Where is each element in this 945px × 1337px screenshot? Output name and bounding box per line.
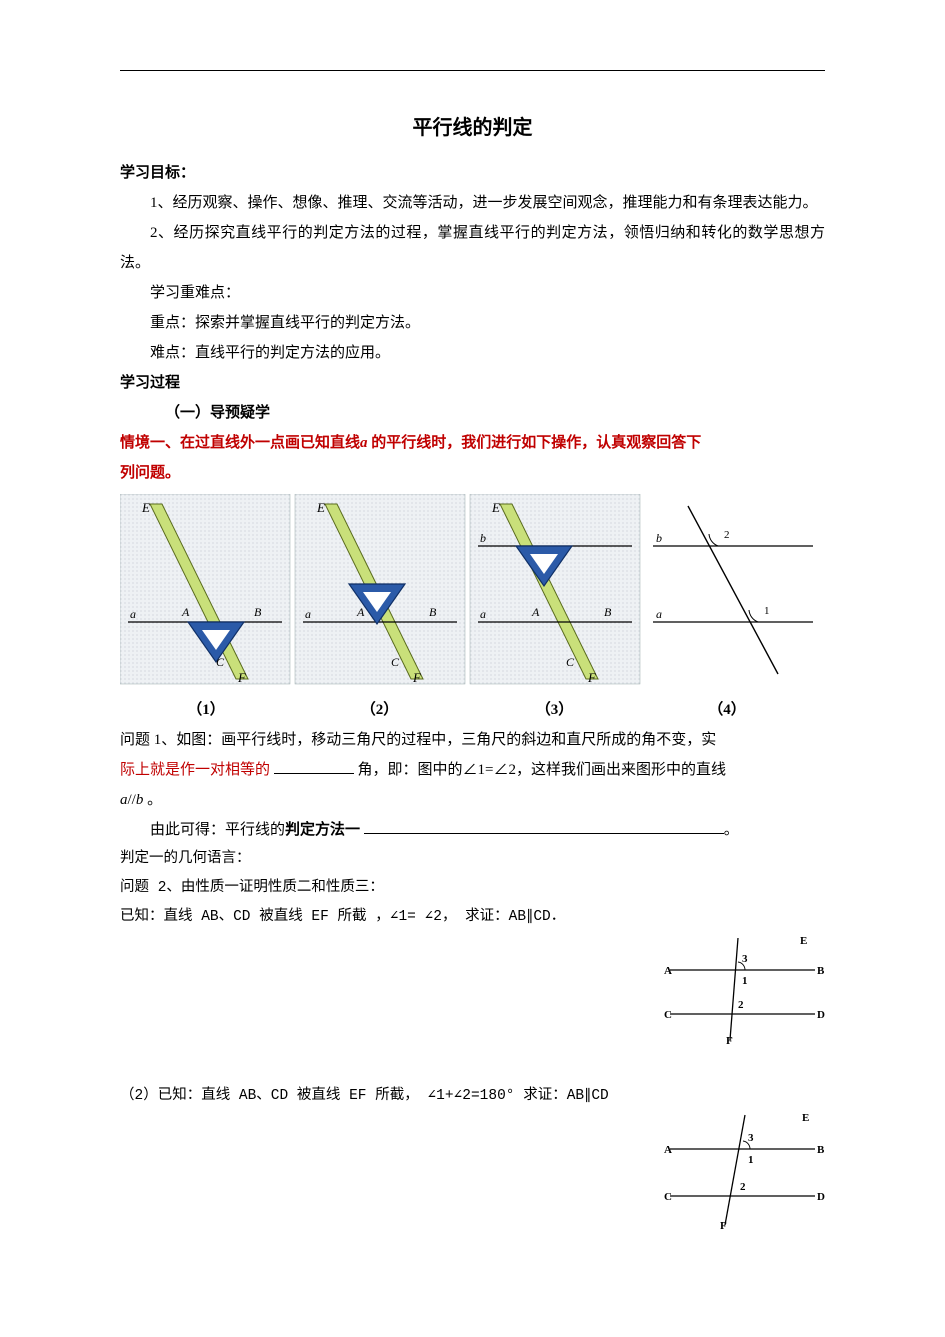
q1-line1: 问题 1、如图：画平行线时，移动三角尺的过程中，三角尺的斜边和直尺所成的角不变，… bbox=[120, 725, 825, 755]
svg-text:D: D bbox=[817, 1009, 825, 1021]
svg-text:B: B bbox=[254, 605, 262, 619]
svg-text:E: E bbox=[316, 500, 325, 515]
small-diagram-1: E A B C D F 3 1 2 bbox=[660, 932, 825, 1052]
svg-text:1: 1 bbox=[742, 975, 748, 987]
small-diagram-2: E A B C D F 3 1 2 bbox=[660, 1111, 825, 1236]
focus-diff: 难点：直线平行的判定方法的应用。 bbox=[120, 338, 825, 368]
given2: （2）已知：直线 AB、CD 被直线 EF 所截， ∠1+∠2=180° 求证：… bbox=[120, 1082, 825, 1111]
svg-text:F: F bbox=[412, 670, 422, 685]
svg-text:D: D bbox=[817, 1191, 825, 1203]
q1-l3-a: a bbox=[120, 792, 128, 808]
svg-text:2: 2 bbox=[724, 529, 730, 541]
q2: 问题 2、由性质一证明性质二和性质三： bbox=[120, 874, 825, 903]
svg-text:A: A bbox=[664, 965, 672, 977]
svg-text:1: 1 bbox=[764, 605, 770, 617]
objectives-heading: 学习目标： bbox=[120, 158, 825, 188]
q1-line2b: 角，即：图中的∠1=∠2，这样我们画出来图形中的直线 bbox=[358, 762, 726, 778]
svg-text:b: b bbox=[480, 531, 486, 545]
svg-text:F: F bbox=[726, 1035, 733, 1047]
svg-text:C: C bbox=[664, 1009, 672, 1021]
caption-4: （4） bbox=[642, 698, 812, 719]
q1-l3-b: // bbox=[128, 792, 136, 808]
svg-text:a: a bbox=[130, 607, 136, 621]
scenario-suffix1: 的平行线时，我们进行如下操作，认真观察回答下 bbox=[368, 435, 702, 451]
blank-1[interactable] bbox=[274, 758, 354, 774]
svg-text:a: a bbox=[480, 607, 486, 621]
svg-text:2: 2 bbox=[738, 999, 744, 1011]
q1-l3-d: 。 bbox=[143, 792, 162, 808]
svg-text:C: C bbox=[391, 655, 400, 669]
top-rule bbox=[120, 70, 825, 71]
objective-1: 1、经历观察、操作、想像、推理、交流等活动，进一步发展空间观念，推理能力和有条理… bbox=[120, 188, 825, 218]
conclude-b: 判定方法一 bbox=[285, 822, 360, 838]
section1-title: （一）导预疑学 bbox=[120, 398, 825, 428]
q1-line2a: 际上就是作一对相等的 bbox=[120, 762, 270, 778]
caption-3: （3） bbox=[467, 698, 642, 719]
figure-row: E F a A B C E F bbox=[120, 494, 820, 694]
svg-text:C: C bbox=[664, 1191, 672, 1203]
svg-text:B: B bbox=[429, 605, 437, 619]
svg-text:E: E bbox=[802, 1112, 809, 1124]
svg-text:b: b bbox=[656, 531, 662, 545]
scenario-a: a bbox=[360, 435, 368, 451]
svg-text:a: a bbox=[305, 607, 311, 621]
svg-text:A: A bbox=[181, 605, 190, 619]
svg-text:A: A bbox=[531, 605, 540, 619]
objective-2: 2、经历探究直线平行的判定方法的过程，掌握直线平行的判定方法，领悟归纳和转化的数… bbox=[120, 218, 825, 278]
focus-key: 重点：探索并掌握直线平行的判定方法。 bbox=[120, 308, 825, 338]
given1: 已知：直线 AB、CD 被直线 EF 所截 ，∠1= ∠2， 求证：AB∥CD． bbox=[120, 903, 825, 932]
svg-text:F: F bbox=[237, 670, 247, 685]
svg-text:B: B bbox=[817, 965, 825, 977]
caption-row: （1） （2） （3） （4） bbox=[120, 698, 820, 719]
parallel-construction-figure: E F a A B C E F bbox=[120, 494, 820, 689]
svg-text:A: A bbox=[356, 605, 365, 619]
svg-text:2: 2 bbox=[740, 1181, 746, 1193]
svg-text:3: 3 bbox=[742, 953, 748, 965]
caption-1: （1） bbox=[120, 698, 292, 719]
svg-text:E: E bbox=[491, 500, 500, 515]
scenario-line2: 列问题。 bbox=[120, 458, 825, 488]
svg-text:A: A bbox=[664, 1144, 672, 1156]
conclude-a: 由此可得：平行线的 bbox=[150, 822, 285, 838]
scenario-line1: 情境一、在过直线外一点画已知直线a 的平行线时，我们进行如下操作，认真观察回答下 bbox=[120, 428, 825, 458]
q1-line3: a//b 。 bbox=[120, 785, 825, 815]
page-title: 平行线的判定 bbox=[120, 111, 825, 140]
caption-2: （2） bbox=[292, 698, 467, 719]
q1-line2: 际上就是作一对相等的 角，即：图中的∠1=∠2，这样我们画出来图形中的直线 bbox=[120, 755, 825, 785]
svg-text:E: E bbox=[800, 935, 807, 947]
svg-text:B: B bbox=[817, 1144, 825, 1156]
conclude-c: 。 bbox=[724, 822, 739, 838]
svg-text:3: 3 bbox=[748, 1132, 754, 1144]
geom-lang: 判定一的几何语言： bbox=[120, 845, 825, 874]
svg-text:a: a bbox=[656, 607, 662, 621]
svg-text:B: B bbox=[604, 605, 612, 619]
process-heading: 学习过程 bbox=[120, 368, 825, 398]
scenario-prefix: 情境一、在过直线外一点画已知直线 bbox=[120, 435, 360, 451]
svg-text:E: E bbox=[141, 500, 150, 515]
svg-text:C: C bbox=[216, 655, 225, 669]
svg-text:F: F bbox=[720, 1220, 727, 1231]
svg-text:F: F bbox=[587, 670, 597, 685]
blank-2[interactable] bbox=[364, 818, 724, 834]
svg-text:1: 1 bbox=[748, 1154, 754, 1166]
conclusion: 由此可得：平行线的判定方法一 。 bbox=[120, 815, 825, 845]
svg-text:C: C bbox=[566, 655, 575, 669]
focus-heading: 学习重难点： bbox=[120, 278, 825, 308]
